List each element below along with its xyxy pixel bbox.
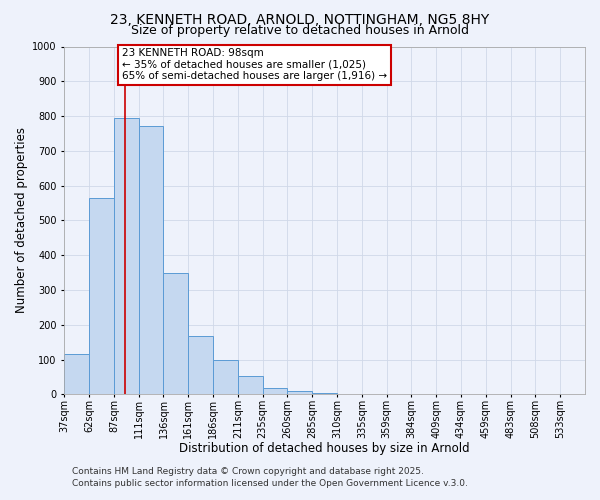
Bar (213, 360, 238, 394)
Text: 23, KENNETH ROAD, ARNOLD, NOTTINGHAM, NG5 8HY: 23, KENNETH ROAD, ARNOLD, NOTTINGHAM, NG… (110, 12, 490, 26)
Bar (89, 198, 114, 394)
Bar (263, 388, 287, 394)
Bar (64, 354, 89, 395)
Text: 23 KENNETH ROAD: 98sqm
← 35% of detached houses are smaller (1,025)
65% of semi-: 23 KENNETH ROAD: 98sqm ← 35% of detached… (122, 48, 387, 82)
Text: Contains HM Land Registry data © Crown copyright and database right 2025.
Contai: Contains HM Land Registry data © Crown c… (72, 466, 468, 487)
Bar (312, 392, 337, 394)
Y-axis label: Number of detached properties: Number of detached properties (15, 128, 28, 314)
Bar (188, 336, 213, 394)
Bar (139, 126, 163, 394)
Text: Size of property relative to detached houses in Arnold: Size of property relative to detached ho… (131, 24, 469, 37)
Bar (163, 272, 188, 394)
Bar (287, 391, 312, 394)
Bar (114, 118, 139, 394)
Bar (238, 376, 263, 394)
X-axis label: Distribution of detached houses by size in Arnold: Distribution of detached houses by size … (179, 442, 470, 455)
